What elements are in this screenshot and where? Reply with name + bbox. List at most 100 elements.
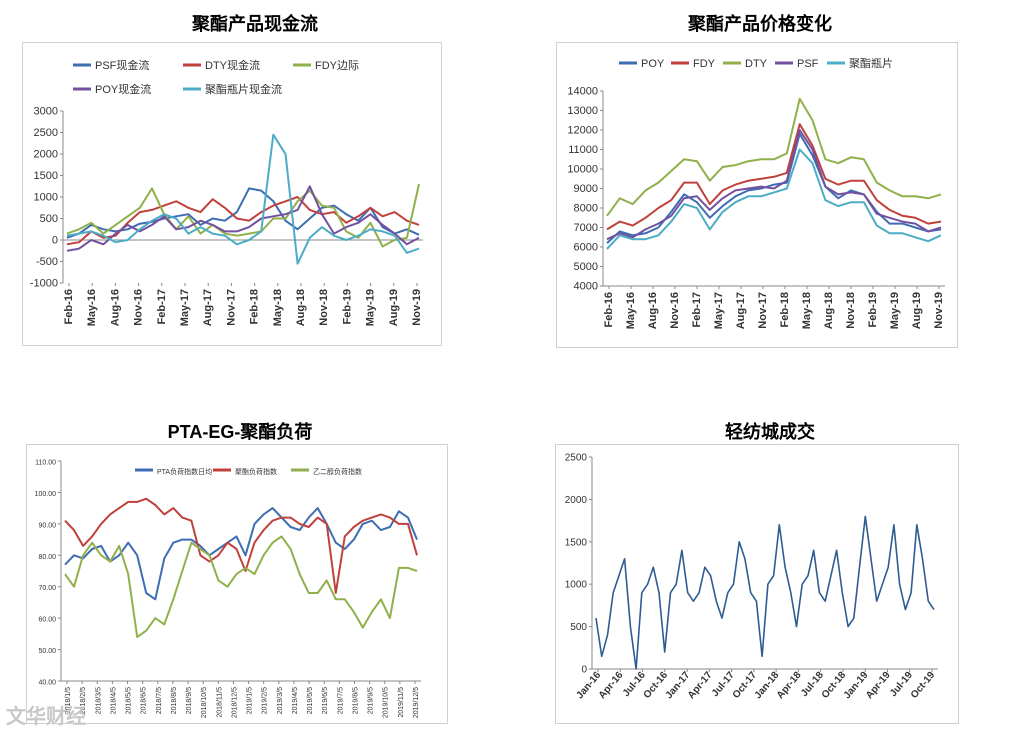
x-tick-label: Apr-19	[864, 670, 893, 702]
x-tick-label: Aug-18	[823, 292, 835, 329]
series-line-3	[66, 183, 420, 248]
x-tick-label: Nov-17	[757, 292, 769, 329]
x-tick-label: 2018/10/5	[201, 687, 208, 718]
x-tick-label: 2019/2/5	[262, 687, 269, 714]
legend-label: 聚酯负荷指数	[235, 467, 277, 476]
x-tick-label: Nov-16	[133, 289, 145, 326]
legend-label: DTY	[745, 58, 768, 70]
y-tick-label: 110.00	[35, 460, 56, 467]
x-tick-label: 2018/11/5	[216, 687, 223, 718]
series-line-2	[66, 196, 420, 246]
y-tick-label: 6000	[574, 242, 598, 254]
y-tick-label: 60.00	[38, 617, 56, 624]
y-tick-label: 3000	[34, 106, 58, 118]
x-tick-label: Nov-16	[669, 292, 681, 329]
chart4-title: 轻纺城成交	[725, 422, 815, 442]
x-tick-label: 2018/4/5	[110, 687, 117, 714]
legend-label: POY	[641, 58, 665, 70]
y-tick-label: 5000	[574, 261, 598, 273]
chart2-title: 聚酯产品价格变化	[688, 14, 832, 34]
y-tick-label: 90.00	[38, 522, 56, 529]
legend-label: FDY	[693, 58, 716, 70]
x-tick-label: May-18	[801, 292, 813, 329]
x-tick-label: Aug-17	[735, 292, 747, 329]
x-tick-label: Feb-17	[691, 292, 703, 327]
x-tick-label: 2019/1/5	[247, 687, 254, 714]
y-tick-label: 12000	[567, 125, 598, 137]
x-tick-label: Aug-16	[109, 289, 121, 326]
y-tick-label: 2500	[565, 453, 588, 464]
chart4-panel: 0 500 1000 1500 2000 2500 Jan-16 Apr-16 Jul-16 Oc…	[555, 444, 959, 724]
y-tick-label: 50.00	[38, 648, 56, 655]
y-tick-label: 13000	[567, 105, 598, 117]
x-tick-label: Feb-19	[867, 292, 879, 327]
x-tick-label: 2018/7/5	[156, 687, 163, 714]
x-tick-label: May-16	[625, 292, 637, 329]
x-tick-label: 2019/12/5	[413, 687, 420, 718]
x-tick-label: Aug-19	[911, 292, 923, 329]
x-tick-label: Aug-19	[388, 289, 400, 326]
y-tick-label: 10000	[567, 164, 598, 176]
chart3-title: PTA-EG-聚酯负荷	[167, 422, 313, 442]
legend-label: POY现金流	[95, 82, 151, 96]
x-tick-label: Aug-18	[295, 289, 307, 326]
series-line-1	[66, 187, 420, 239]
chart3-svg: 40.00 50.00 60.00 70.00 80.00 90.00 100.00 110.…	[35, 460, 421, 718]
chart1-title: 聚酯产品现金流	[192, 14, 318, 34]
y-tick-label: 14000	[567, 86, 598, 98]
x-tick-label: 2019/10/5	[383, 687, 390, 718]
x-tick-label: May-17	[179, 289, 191, 326]
x-tick-label: Apr-18	[775, 670, 804, 702]
y-tick-label: 100.00	[35, 491, 57, 498]
y-tick-label: -1000	[30, 278, 58, 290]
y-tick-label: 4000	[574, 281, 598, 293]
y-tick-label: 0	[581, 665, 587, 676]
x-tick-label: 2018/9/5	[186, 687, 193, 714]
y-tick-label: 2500	[34, 127, 58, 139]
x-tick-label: May-17	[713, 292, 725, 329]
x-tick-label: Nov-17	[225, 289, 237, 326]
y-tick-label: 70.00	[38, 585, 56, 592]
x-tick-label: Aug-17	[202, 289, 214, 326]
x-tick-label: 2018/6/5	[141, 687, 148, 714]
x-tick-label: 2018/8/5	[171, 687, 178, 714]
x-tick-label: 2018/12/5	[231, 687, 238, 718]
chart1-panel: -1000 -500 0 500 1000 1500 2000 2500 3000 Feb-16 M…	[22, 42, 442, 346]
series-line-3	[64, 535, 418, 638]
series-line-1	[64, 507, 418, 601]
chart4-svg: 05001000150020002500Jan-16Apr-16Jul-16Oc…	[565, 453, 938, 702]
series-line-4	[66, 185, 420, 252]
x-tick-label: 2019/9/5	[368, 687, 375, 714]
x-tick-label: Nov-19	[933, 292, 945, 329]
x-tick-label: Feb-19	[341, 289, 353, 324]
x-tick-label: Nov-18	[845, 292, 857, 329]
x-tick-label: Oct-19	[909, 670, 938, 701]
legend-label: 乙二醇负荷指数	[313, 467, 362, 476]
y-tick-label: 8000	[574, 203, 598, 215]
series-line-1	[595, 515, 935, 670]
series-line-2	[64, 497, 418, 594]
series-line-2	[606, 123, 942, 231]
x-tick-label: 2018/5/5	[126, 687, 133, 714]
x-tick-label: Feb-17	[156, 289, 168, 324]
x-tick-label: Apr-16	[597, 670, 626, 702]
x-tick-label: 2019/8/5	[352, 687, 359, 714]
series-line-3	[606, 97, 942, 217]
x-tick-label: Aug-16	[647, 292, 659, 329]
watermark-logo: 文华财经	[6, 706, 86, 728]
series-line-5	[66, 133, 420, 265]
y-tick-label: 11000	[568, 144, 598, 156]
y-tick-label: 1000	[565, 580, 588, 591]
legend-label: PTA负荷指数日均	[157, 467, 212, 476]
x-tick-label: 2019/4/5	[292, 687, 299, 714]
legend-label: DTY现金流	[205, 58, 260, 72]
chart3-panel: 40.00 50.00 60.00 70.00 80.00 90.00 100.00 110.…	[26, 444, 448, 724]
y-tick-label: 80.00	[38, 554, 56, 561]
y-tick-label: 500	[40, 213, 58, 225]
x-tick-label: Feb-18	[779, 292, 791, 327]
y-tick-label: 9000	[574, 183, 598, 195]
y-tick-label: 0	[52, 235, 58, 247]
x-tick-label: 2019/11/5	[398, 687, 405, 718]
x-tick-label: 2018/2/5	[80, 687, 87, 714]
legend-label: 聚酯瓶片现金流	[205, 82, 282, 96]
